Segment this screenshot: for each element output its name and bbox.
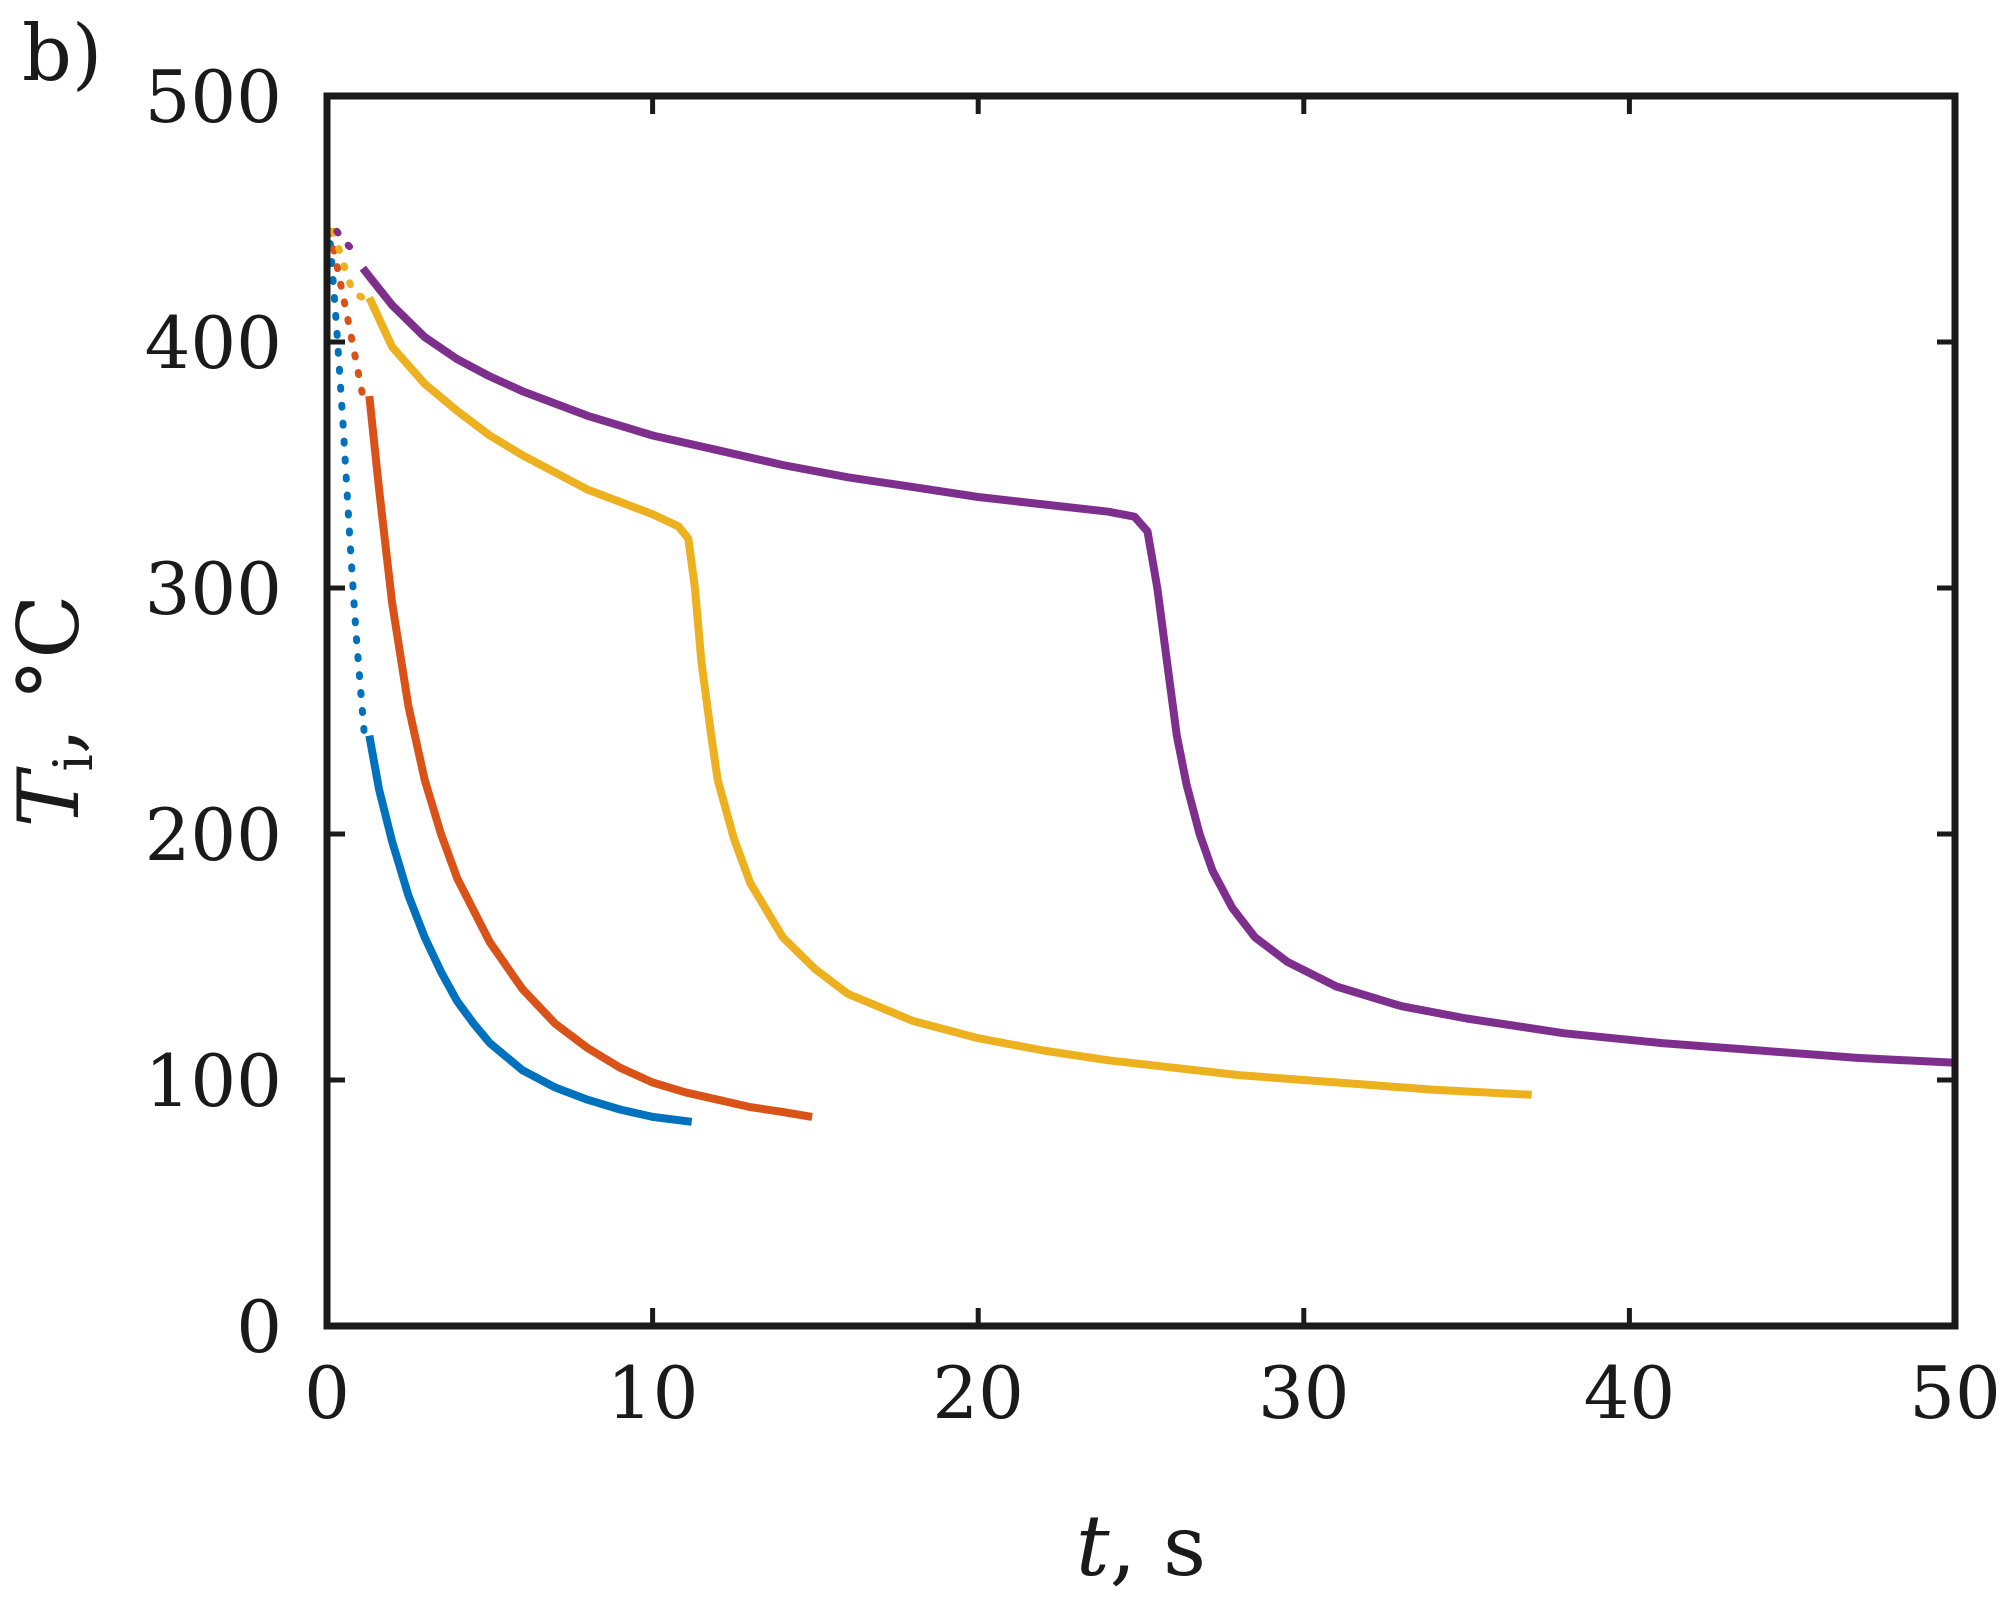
y-tick-label: 400 [145,301,282,385]
x-tick-label: 30 [1258,1351,1350,1435]
series-layer [326,227,1956,1126]
x-tick-label: 10 [607,1351,699,1435]
series-1-line [365,734,693,1126]
x-tick-label: 0 [304,1351,350,1435]
x-axis-variable: t [1076,1497,1110,1595]
x-tick-labels: 0 10 20 30 40 50 [304,1351,2000,1435]
y-axis-unit: , °C [0,595,98,755]
series-1-dotted-line [326,240,368,740]
series-4-line [359,265,1956,1067]
y-axis-subscript: i [42,754,105,771]
y-axis-variable: T [0,766,98,828]
series-2-line [365,395,813,1121]
tick-layer [327,96,1955,1326]
series-3-dotted-line [330,227,367,302]
plot-frame [323,92,1959,1330]
series-3-line [365,296,1532,1099]
x-tick-label: 50 [1909,1351,2000,1435]
x-axis-label: t, s [1076,1497,1206,1595]
y-tick-label: 500 [145,55,282,139]
y-tick-label: 200 [145,793,282,877]
x-axis-unit: , s [1110,1497,1207,1595]
x-tick-label: 20 [932,1351,1024,1435]
y-tick-label: 0 [236,1285,282,1369]
y-tick-labels: 0 100 200 300 400 500 [145,55,282,1369]
y-tick-label: 100 [145,1039,282,1123]
x-tick-label: 40 [1584,1351,1676,1435]
series-4-dotted-line [333,227,360,257]
y-axis-label: Ti, °C [0,595,105,828]
y-tick-label: 300 [145,547,282,631]
panel-label: b) [22,9,102,99]
